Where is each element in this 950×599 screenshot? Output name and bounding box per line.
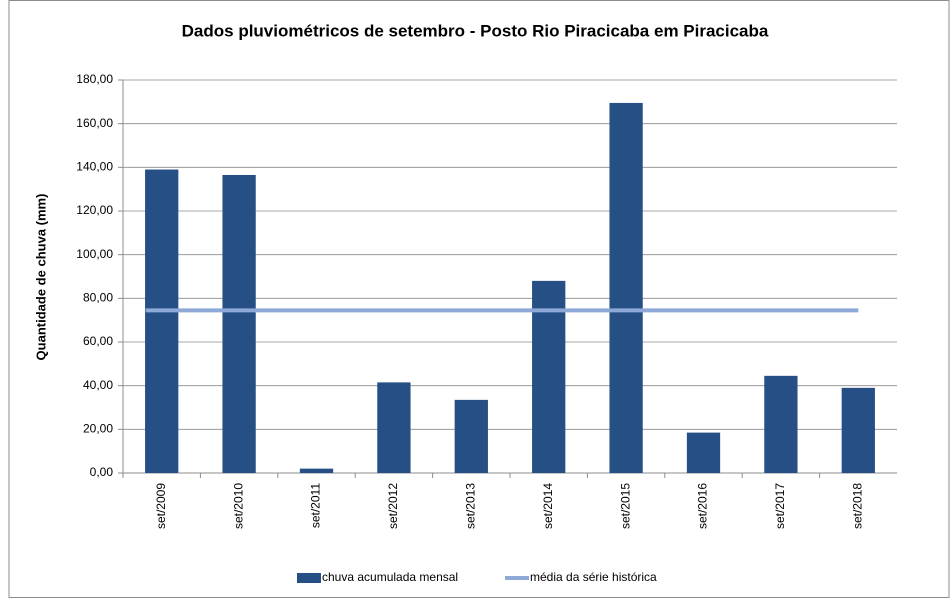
x-tick-label: set/2016	[696, 483, 710, 529]
y-tick-label: 140,00	[76, 160, 113, 174]
legend-swatch	[297, 573, 321, 583]
x-tick-label: set/2015	[618, 483, 632, 529]
bar	[145, 169, 179, 473]
bar	[841, 387, 875, 473]
y-tick-label: 0,00	[90, 465, 114, 479]
bar	[686, 432, 721, 473]
y-tick-label: 80,00	[83, 291, 113, 305]
y-axis-label: Quantidade de chuva (mm)	[33, 194, 48, 361]
legend-label: média da série histórica	[530, 570, 657, 584]
x-tick-label: set/2014	[541, 483, 555, 529]
y-tick-label: 160,00	[76, 116, 113, 130]
bar	[454, 399, 488, 473]
bar	[377, 382, 411, 473]
bar	[609, 102, 643, 474]
y-tick-label: 60,00	[83, 334, 113, 348]
x-tick-label: set/2018	[850, 483, 864, 529]
x-tick-label: set/2013	[463, 483, 477, 529]
x-tick-label: set/2009	[154, 483, 168, 529]
bar	[532, 280, 566, 473]
y-tick-label: 180,00	[76, 72, 113, 86]
x-tick-label: set/2017	[773, 483, 787, 529]
x-tick-label: set/2011	[309, 483, 323, 528]
y-tick-label: 100,00	[76, 247, 113, 261]
y-tick-label: 40,00	[83, 378, 113, 392]
legend-label: chuva acumulada mensal	[322, 570, 458, 584]
bar	[222, 174, 256, 473]
y-tick-label: 120,00	[76, 203, 113, 217]
chart-title: Dados pluviométricos de setembro - Posto…	[182, 21, 769, 40]
bar	[299, 468, 334, 473]
x-tick-label: set/2010	[231, 483, 245, 529]
x-tick-label: set/2012	[386, 483, 400, 529]
bar	[764, 375, 798, 473]
y-tick-label: 20,00	[83, 422, 113, 436]
